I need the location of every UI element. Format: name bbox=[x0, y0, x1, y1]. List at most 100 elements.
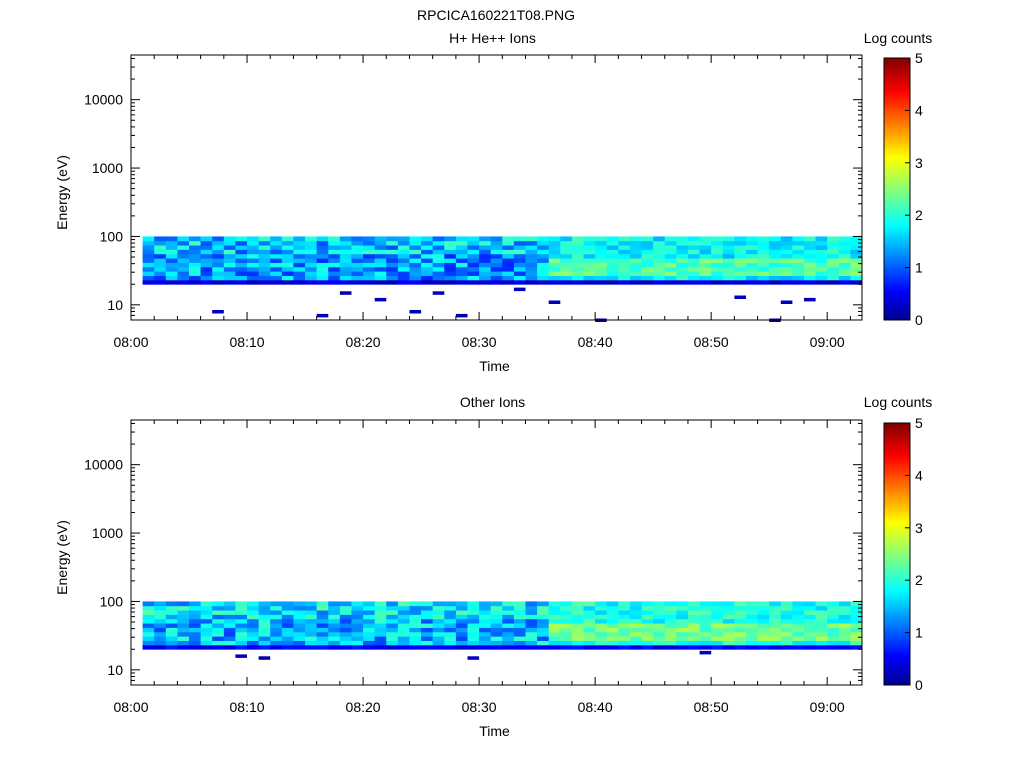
spectrogram-cell bbox=[328, 266, 341, 272]
spectrogram-cell bbox=[502, 605, 515, 611]
spectrogram-cell bbox=[177, 271, 190, 276]
spectrogram-cell bbox=[664, 245, 677, 250]
colorbar-label-1: Log counts bbox=[864, 394, 933, 410]
spectrogram-cell bbox=[316, 605, 329, 611]
spectrogram-cell bbox=[664, 253, 677, 259]
spectrogram-cell bbox=[711, 614, 724, 620]
spectrogram-cell bbox=[479, 618, 492, 624]
spectrogram-cell bbox=[305, 253, 318, 259]
spectrogram-cell bbox=[571, 605, 584, 611]
spectrogram-cell bbox=[745, 258, 758, 263]
spectrogram-cell bbox=[455, 271, 468, 276]
spectrogram-cell bbox=[838, 279, 851, 285]
spectrogram-cell bbox=[258, 601, 271, 607]
spectrogram-cell bbox=[780, 249, 793, 255]
spectrogram-cell bbox=[769, 253, 782, 259]
spectrogram-cell bbox=[792, 631, 805, 637]
spectrogram-cell bbox=[386, 605, 399, 611]
spectrogram-cell bbox=[316, 262, 329, 268]
spectrogram-cell bbox=[537, 258, 550, 263]
spectrogram-cell bbox=[154, 631, 167, 637]
spectrogram-cell bbox=[815, 614, 828, 620]
spectrogram-cell bbox=[421, 253, 434, 259]
spectrogram-cell bbox=[165, 275, 178, 281]
spectrogram-cell bbox=[525, 640, 538, 646]
spectrogram-cell bbox=[537, 623, 550, 628]
spectrogram-cell bbox=[827, 640, 840, 646]
spectrogram-cell bbox=[803, 240, 816, 246]
spectrogram-cell bbox=[235, 279, 248, 285]
spectrogram-cell bbox=[212, 601, 225, 607]
spectrogram-cell bbox=[687, 253, 700, 259]
spectrogram-cell bbox=[560, 236, 573, 242]
spectrogram-cell bbox=[757, 614, 770, 620]
spectrogram-cell bbox=[641, 258, 654, 263]
spectrogram-cell bbox=[490, 640, 503, 646]
spectrogram-cell bbox=[595, 258, 608, 263]
spectrogram-cell bbox=[699, 644, 712, 650]
spectrogram-cell bbox=[537, 249, 550, 255]
spectrogram-cell bbox=[374, 614, 387, 620]
spectrogram-cell bbox=[200, 601, 213, 607]
spectrogram-cell bbox=[653, 249, 666, 255]
spectrogram-cell bbox=[200, 618, 213, 624]
spectrogram-cell bbox=[502, 636, 515, 641]
spectrogram-cell bbox=[154, 605, 167, 611]
spectrogram-cell bbox=[351, 258, 364, 263]
spectrogram-cell bbox=[374, 601, 387, 607]
spectrogram-cell bbox=[850, 644, 863, 650]
spectrogram-cell bbox=[792, 279, 805, 285]
spectrogram-cell bbox=[769, 279, 782, 285]
spectrogram-cell bbox=[200, 249, 213, 255]
spectrogram-cell bbox=[432, 279, 445, 285]
spectrogram-cell bbox=[664, 605, 677, 611]
spectrogram-cell bbox=[699, 618, 712, 624]
spectrogram-cell bbox=[397, 623, 410, 628]
spectrogram-cell bbox=[513, 279, 526, 285]
spectrogram-cell bbox=[421, 258, 434, 263]
spectrogram-cell bbox=[525, 275, 538, 281]
spectrogram-cell bbox=[560, 275, 573, 281]
spectrogram-cell bbox=[525, 258, 538, 263]
spectrogram-cell bbox=[235, 275, 248, 281]
spectrogram-cell bbox=[455, 253, 468, 259]
spectrogram-cell bbox=[374, 253, 387, 259]
spectrogram-cell bbox=[200, 631, 213, 637]
spectrogram-cell bbox=[711, 627, 724, 633]
spectrogram-cell bbox=[154, 636, 167, 641]
spectrogram-cell bbox=[803, 262, 816, 268]
spectrogram-cell bbox=[212, 610, 225, 615]
spectrogram-cell bbox=[687, 631, 700, 637]
spectrogram-cell bbox=[293, 253, 306, 259]
colorbar-tick-label: 3 bbox=[915, 155, 923, 171]
spectrogram-cell bbox=[339, 266, 352, 272]
spectrogram-cell bbox=[537, 601, 550, 607]
spectrogram-cell bbox=[595, 275, 608, 281]
data-hit bbox=[258, 656, 271, 660]
spectrogram-cell bbox=[629, 236, 642, 242]
spectrogram-cell bbox=[827, 614, 840, 620]
spectrogram-cell bbox=[548, 271, 561, 276]
spectrogram-cell bbox=[328, 601, 341, 607]
spectrogram-cell bbox=[827, 636, 840, 641]
spectrogram-cell bbox=[687, 618, 700, 624]
spectrogram-cell bbox=[154, 601, 167, 607]
spectrogram-cell bbox=[827, 258, 840, 263]
spectrogram-cell bbox=[699, 275, 712, 281]
spectrogram-cell bbox=[270, 262, 283, 268]
spectrogram-cell bbox=[606, 249, 619, 255]
spectrogram-cell bbox=[444, 258, 457, 263]
spectrogram-cell bbox=[142, 258, 155, 263]
spectrogram-cell bbox=[711, 636, 724, 641]
spectrogram-cell bbox=[374, 631, 387, 637]
spectrogram-cell bbox=[792, 627, 805, 633]
spectrogram-cell bbox=[177, 640, 190, 646]
spectrogram-cell bbox=[653, 618, 666, 624]
spectrogram-cell bbox=[850, 636, 863, 641]
spectrogram-cell bbox=[757, 640, 770, 646]
spectrogram-cell bbox=[618, 240, 631, 246]
spectrogram-cell bbox=[769, 240, 782, 246]
spectrogram-cell bbox=[270, 266, 283, 272]
spectrogram-cell bbox=[293, 623, 306, 628]
spectrogram-cell bbox=[154, 627, 167, 633]
